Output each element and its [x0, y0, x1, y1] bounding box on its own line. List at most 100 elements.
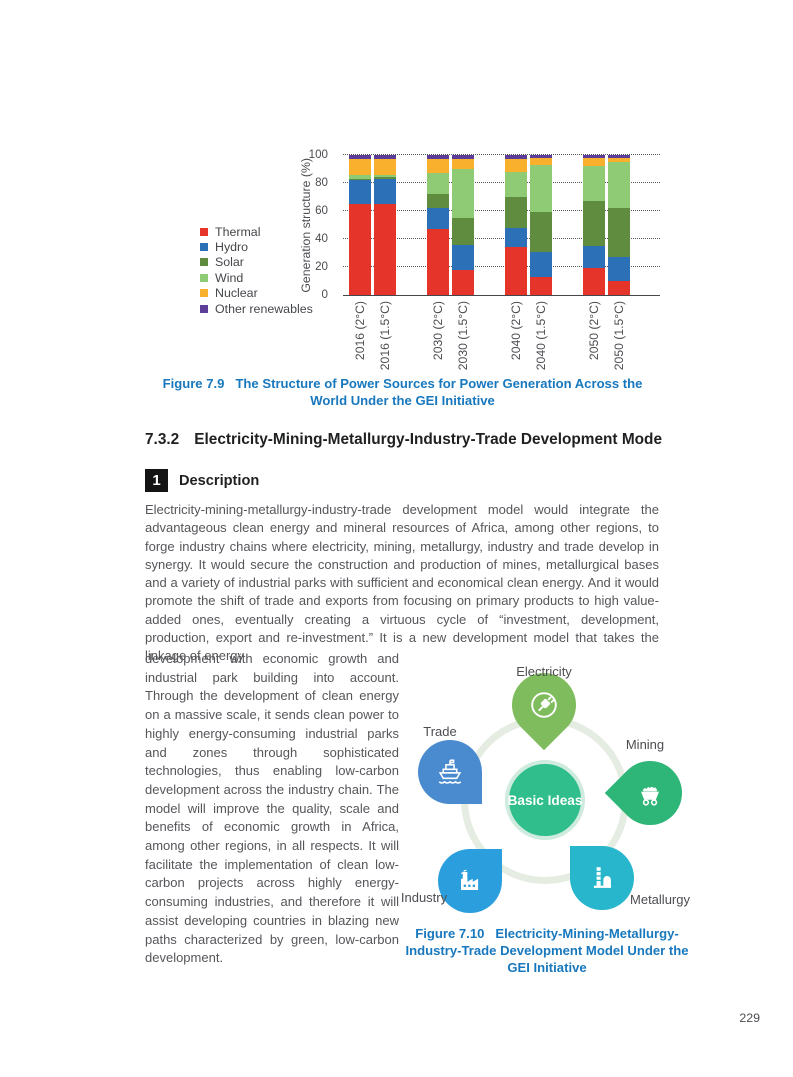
bar-segment — [374, 204, 396, 295]
bar-segment — [374, 155, 396, 160]
bar-segment — [583, 246, 605, 269]
bar-segment — [349, 178, 371, 181]
bar-segment — [452, 169, 474, 219]
y-tick-label: 80 — [315, 176, 328, 189]
bar-segment — [427, 159, 449, 174]
mine-cart-icon — [632, 775, 668, 811]
bar-segment — [505, 155, 527, 160]
bar-segment — [583, 157, 605, 167]
plug-icon — [527, 688, 561, 722]
bar-segment — [608, 257, 630, 281]
bar-segment — [608, 162, 630, 209]
legend-swatch — [200, 273, 208, 282]
legend-item: Nuclear — [200, 286, 313, 301]
bar-segment — [452, 159, 474, 170]
legend-item: Other renewables — [200, 301, 313, 316]
x-tick-label: 2030 (2°C) — [431, 301, 445, 361]
bar-segment — [427, 229, 449, 295]
bar-segment — [349, 204, 371, 295]
bar-segment — [374, 159, 396, 175]
legend-label: Hydro — [215, 240, 249, 255]
page-number: 229 — [739, 1011, 760, 1025]
legend-label: Wind — [215, 270, 244, 285]
chart-plot-area — [343, 154, 660, 296]
y-tick-label: 40 — [315, 232, 328, 245]
bar-segment — [505, 171, 527, 198]
basic-ideas-circle: Basic Ideas — [505, 760, 585, 840]
bar-segment — [530, 276, 552, 295]
bar-segment — [583, 268, 605, 295]
figure-7-10-diagram: Basic Ideas — [400, 650, 696, 922]
bar-segment — [452, 269, 474, 295]
x-tick-label: 2050 (2°C) — [587, 301, 601, 361]
bar-segment — [608, 281, 630, 295]
electricity-label: Electricity — [516, 664, 572, 679]
bar-segment — [583, 166, 605, 202]
gridline — [343, 210, 660, 211]
legend-swatch — [200, 289, 208, 298]
bar-segment — [608, 157, 630, 163]
y-tick-label: 0 — [321, 288, 328, 301]
bar-segment — [530, 212, 552, 252]
numbered-badge: 1 — [145, 469, 168, 492]
bar-segment — [505, 159, 527, 172]
legend-item: Wind — [200, 270, 313, 285]
bar-segment — [505, 197, 527, 228]
bar-segment — [374, 174, 396, 178]
legend-item: Thermal — [200, 224, 313, 239]
y-axis-ticks: 0 20 40 60 80 100 — [290, 148, 336, 301]
bar-segment — [427, 155, 449, 160]
mining-label: Mining — [625, 737, 665, 752]
metallurgy-node — [570, 846, 634, 910]
figure-caption-text: Electricity-Mining-Metallurgy-Industry-T… — [405, 926, 689, 975]
legend-swatch — [200, 227, 208, 236]
bar-group — [427, 155, 474, 295]
figure-label: Figure 7.10 — [415, 926, 485, 941]
bar-segment — [349, 174, 371, 179]
stacked-bar — [427, 155, 449, 295]
bar-group — [349, 155, 396, 295]
legend-item: Solar — [200, 255, 313, 270]
stacked-bar — [452, 155, 474, 295]
legend-label: Solar — [215, 255, 244, 270]
bar-segment — [374, 177, 396, 179]
bar-segment — [427, 173, 449, 195]
legend-label: Thermal — [215, 224, 261, 239]
left-column-paragraph: development with economic growth and ind… — [145, 651, 399, 966]
bar-segment — [530, 164, 552, 213]
bar-segment — [374, 178, 396, 204]
bar-group — [583, 155, 630, 295]
bar-segment — [608, 208, 630, 258]
bar-segment — [452, 218, 474, 245]
intro-paragraph: Electricity-mining-metallurgy-industry-t… — [145, 502, 659, 664]
bar-segment — [349, 180, 371, 204]
legend-item: Hydro — [200, 239, 313, 254]
gridline — [343, 238, 660, 239]
bar-group — [505, 155, 552, 295]
legend-swatch — [200, 304, 208, 313]
metallurgy-label: Metallurgy — [630, 892, 690, 907]
stacked-bar — [505, 155, 527, 295]
figure-7-9-caption: Figure 7.9 The Structure of Power Sources… — [145, 375, 660, 409]
factory-icon — [452, 863, 488, 899]
stacked-bar — [530, 155, 552, 295]
bar-segment — [608, 155, 630, 158]
section-title: Electricity-Mining-Metallurgy-Industry-T… — [194, 431, 663, 448]
bar-segment — [505, 227, 527, 248]
figure-7-10-caption: Figure 7.10 Electricity-Mining-Metallurgy… — [398, 925, 696, 976]
bar-segment — [583, 155, 605, 158]
bar-segment — [349, 159, 371, 175]
bar-segment — [452, 244, 474, 270]
bar-segment — [530, 155, 552, 158]
bar-segment — [349, 155, 371, 160]
industry-node — [438, 849, 502, 913]
x-axis-labels: 2016 (2°C) 2016 (1.5°C) 2030 (2°C) 2030 (1.… — [343, 301, 666, 370]
x-tick-label: 2030 (1.5°C) — [456, 301, 470, 371]
industry-label: Industry — [400, 890, 448, 905]
figure-label: Figure 7.9 — [162, 376, 225, 391]
basic-ideas-label: Basic Ideas — [507, 792, 583, 808]
x-tick-label: 2040 (2°C) — [509, 301, 523, 361]
legend-swatch — [200, 243, 208, 252]
gridline — [343, 182, 660, 183]
y-tick-label: 100 — [308, 148, 328, 161]
